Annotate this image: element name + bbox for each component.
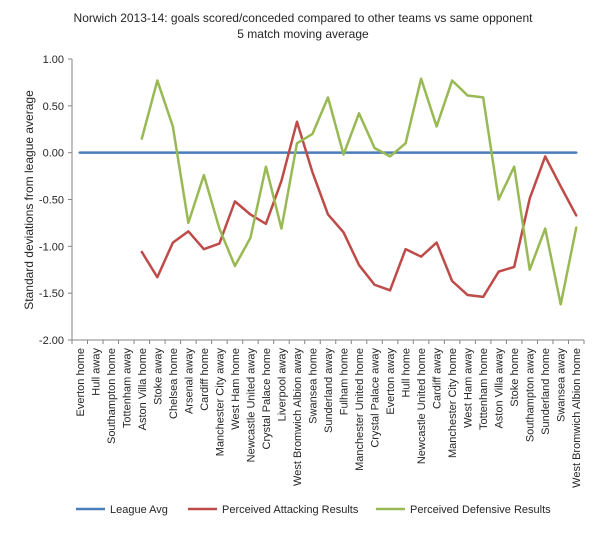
x-tick-label: Aston Villa home [137, 348, 149, 430]
x-tick-label: Newcastle United home [416, 348, 428, 464]
x-tick-label: Stoke home [509, 348, 521, 407]
y-tick-labels: 1.00 0.50 0.00 -0.50 -1.00 -1.50 -2.00 [39, 54, 64, 347]
y-tick-label: -0.50 [39, 195, 64, 207]
series-line-perceived-defensive-results [140, 77, 578, 306]
x-tick-label: Cardiff away [432, 348, 444, 409]
y-tick-label: 0.50 [43, 101, 64, 113]
x-tick-label: Fulham home [339, 348, 351, 415]
x-tick-label: Newcastle United away [245, 348, 257, 463]
series-lines [78, 77, 578, 306]
x-tick-label: Swansea away [556, 348, 568, 422]
x-tick-label: Tottenham home [478, 348, 490, 430]
x-tick-label: Aston Villa away [494, 348, 506, 429]
x-tick-label: Crystal Palace away [370, 348, 382, 448]
y-tick-label: -1.00 [39, 241, 64, 253]
chart-subtitle: 5 match moving average [237, 27, 369, 41]
axes [68, 58, 585, 344]
x-tick-label: Hull home [401, 348, 413, 398]
x-tick-label: West Bromwich Albion away [292, 348, 304, 486]
x-tick-label: Cardiff home [199, 348, 211, 411]
x-tick-label: Southampton away [525, 348, 537, 443]
y-tick-label: -2.00 [39, 335, 64, 347]
x-tick-label: West Ham home [230, 348, 242, 430]
x-tick-label: Swansea home [307, 348, 319, 424]
legend-label: League Avg [110, 504, 168, 516]
x-tick-label: Manchester City home [447, 348, 459, 458]
y-tick-label: -1.50 [39, 288, 64, 300]
x-tick-label: Crystal Palace home [261, 348, 273, 450]
x-tick-label: Arsenal away [183, 348, 195, 415]
x-tick-label: West Bromwich Albion home [571, 348, 583, 488]
x-tick-label: Everton away [385, 348, 397, 415]
legend: League Avg Perceived Attacking Results Per… [76, 504, 551, 516]
series-line-perceived-attacking-results [140, 120, 578, 299]
x-tick-label: Liverpool away [276, 348, 288, 422]
x-tick-label: Manchester City away [214, 348, 226, 457]
x-tick-label: Everton home [75, 348, 87, 416]
x-tick-label: Manchester United home [354, 348, 366, 471]
chart-title: Norwich 2013-14: goals scored/conceded c… [74, 11, 534, 25]
y-tick-label: 0.00 [43, 148, 64, 160]
y-axis-label: Standard deviations from league average [22, 90, 36, 310]
x-tick-label: Sunderland away [323, 348, 335, 434]
x-tick-label: Southampton home [106, 348, 118, 444]
x-tick-label: Sunderland home [540, 348, 552, 435]
x-tick-label: Hull away [90, 348, 102, 396]
x-tick-labels: Everton home Hull away Southampton home Tot… [75, 348, 583, 488]
x-tick-label: West Ham away [463, 348, 475, 428]
y-tick-label: 1.00 [43, 54, 64, 66]
x-tick-label: Chelsea home [168, 348, 180, 419]
x-tick-label: Stoke away [152, 348, 164, 405]
x-tick-label: Tottenham away [121, 348, 133, 429]
legend-label: Perceived Attacking Results [222, 504, 359, 516]
legend-label: Perceived Defensive Results [410, 504, 551, 516]
